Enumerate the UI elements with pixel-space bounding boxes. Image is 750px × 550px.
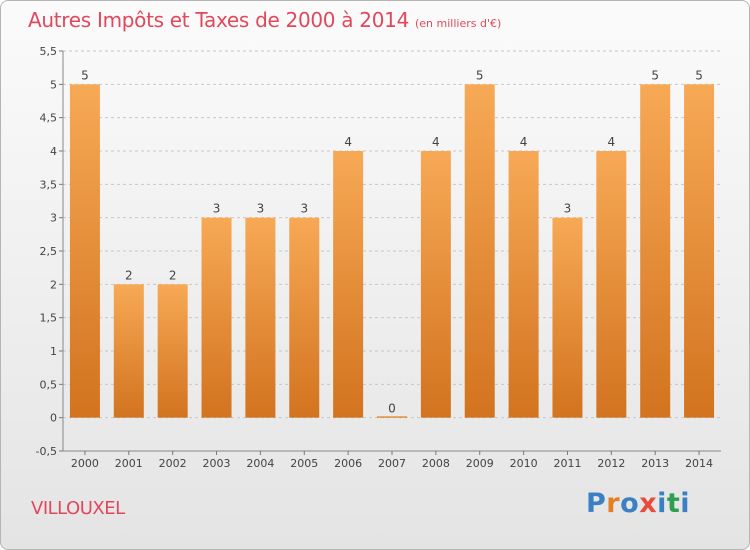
x-tick-label: 2012 <box>597 457 625 470</box>
data-label: 0 <box>388 402 396 416</box>
x-tick-label: 2011 <box>553 457 581 470</box>
x-tick-label: 2004 <box>246 457 274 470</box>
chart-subtitle: (en milliers d'€) <box>415 17 502 30</box>
y-tick-label: 1 <box>50 345 57 358</box>
x-tick-label: 2003 <box>203 457 231 470</box>
chart-title: Autres Impôts et Taxes de 2000 à 2014 (en… <box>28 8 501 32</box>
bar-2010 <box>508 151 539 418</box>
x-tick-label: 2007 <box>378 457 406 470</box>
data-label: 3 <box>213 202 221 216</box>
data-label: 5 <box>651 68 659 82</box>
x-tick-label: 2005 <box>290 457 318 470</box>
proxiti-logo: Proxiti <box>586 488 690 519</box>
bar-2001 <box>113 284 144 418</box>
x-tick-label: 2009 <box>466 457 494 470</box>
logo-letter: o <box>620 488 640 519</box>
y-tick-label: 5,5 <box>40 45 58 58</box>
bar-2014 <box>684 84 715 418</box>
x-tick-label: 2002 <box>159 457 187 470</box>
bar-2012 <box>596 151 627 418</box>
data-label: 4 <box>432 135 440 149</box>
bar-2013 <box>640 84 671 418</box>
y-tick-label: 4 <box>50 145 57 158</box>
bar-2008 <box>420 151 451 418</box>
y-tick-labels: -0,5 0 0,5 1 1,5 2 2,5 3 3,5 4 4,5 5 5,5 <box>36 45 57 458</box>
data-label: 5 <box>695 68 703 82</box>
data-label: 3 <box>300 202 308 216</box>
data-label: 5 <box>476 68 484 82</box>
x-tick-label: 2013 <box>641 457 669 470</box>
logo-letter: x <box>639 488 658 519</box>
y-tick-label: 2 <box>50 278 57 291</box>
logo-letter: i <box>657 488 667 519</box>
y-tick-label: 3 <box>50 212 57 225</box>
x-tick-label: 2001 <box>115 457 143 470</box>
y-tick-label: 4,5 <box>40 112 58 125</box>
bar-2005 <box>289 217 320 418</box>
data-label: 4 <box>520 135 528 149</box>
logo-letter: t <box>666 488 681 519</box>
bar-2002 <box>157 284 188 418</box>
logo-letter: i <box>680 488 691 519</box>
x-tick-label: 2014 <box>685 457 713 470</box>
data-label: 4 <box>344 135 352 149</box>
y-tick-label: -0,5 <box>36 445 57 458</box>
y-tick-label: 5 <box>50 78 57 91</box>
bar-2011 <box>552 217 583 418</box>
commune-name: VILLOUXEL <box>31 498 125 519</box>
x-tick-label: 2006 <box>334 457 362 470</box>
y-tick-label: 3,5 <box>40 178 58 191</box>
bar-2000 <box>69 84 100 418</box>
data-label: 5 <box>81 68 89 82</box>
bar-2004 <box>245 217 276 418</box>
data-label: 4 <box>608 135 616 149</box>
axes <box>59 50 721 455</box>
logo-letter: P <box>586 488 607 519</box>
bar-2003 <box>201 217 232 418</box>
data-label: 3 <box>257 202 265 216</box>
logo-letter: r <box>606 488 621 519</box>
y-tick-label: 1,5 <box>40 312 58 325</box>
x-tick-label: 2000 <box>71 457 99 470</box>
y-tick-label: 0,5 <box>40 378 58 391</box>
y-tick-label: 2,5 <box>40 245 58 258</box>
data-label: 2 <box>169 268 177 282</box>
chart-title-main: Autres Impôts et Taxes de 2000 à 2014 <box>28 8 409 32</box>
data-label: 2 <box>125 268 133 282</box>
bar-2009 <box>464 84 495 418</box>
bar-2006 <box>333 151 364 418</box>
data-labels: 5 2 2 3 3 3 4 0 4 5 4 3 4 5 5 <box>81 68 703 415</box>
x-tick-label: 2010 <box>510 457 538 470</box>
data-label: 3 <box>564 202 572 216</box>
x-tick-labels: 2000 2001 2002 2003 2004 2005 2006 2007 2008 2009… <box>71 457 713 470</box>
bar-2007 <box>377 416 407 418</box>
y-tick-label: 0 <box>50 412 57 425</box>
bars <box>69 84 715 418</box>
x-tick-label: 2008 <box>422 457 450 470</box>
